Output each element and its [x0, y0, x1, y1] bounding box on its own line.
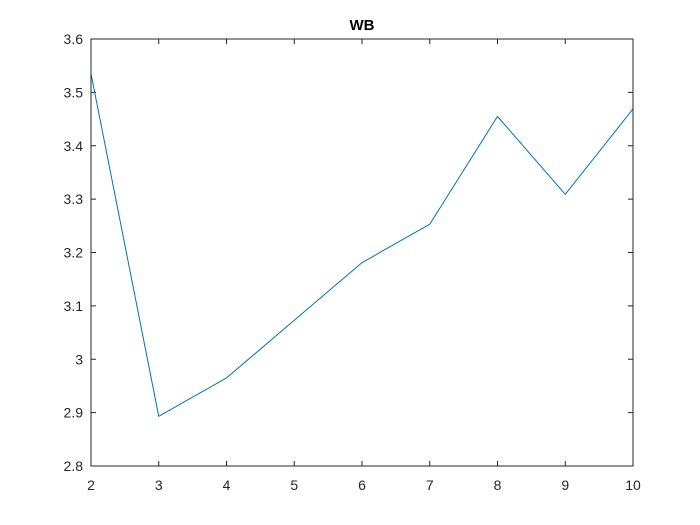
y-tick-labels: 2.8 2.9 3 3.1 3.2 3.3 3.4 3.5 3.6 — [64, 31, 84, 474]
series-layer — [90, 73, 634, 417]
x-tick-label: 4 — [223, 477, 231, 493]
y-tick-label: 3.2 — [64, 245, 84, 261]
y-tick-label: 3.5 — [64, 84, 84, 100]
x-tick-label: 10 — [625, 477, 641, 493]
chart-title: WB — [350, 17, 375, 34]
y-tick-label: 3.3 — [64, 191, 84, 207]
y-tick-label: 2.9 — [64, 405, 84, 421]
plot-area — [91, 39, 633, 466]
x-tick-label: 2 — [87, 477, 95, 493]
x-tick-labels: 2 3 4 5 6 7 8 9 10 — [87, 477, 641, 493]
y-tick-label: 3.4 — [64, 138, 84, 154]
y-tick-label: 3 — [75, 351, 83, 367]
x-tick-label: 7 — [426, 477, 434, 493]
x-tick-label: 6 — [358, 477, 366, 493]
x-tick-label: 3 — [155, 477, 163, 493]
axes-box — [90, 38, 634, 467]
series-line — [90, 73, 634, 417]
y-tick-label: 2.8 — [64, 458, 84, 474]
x-tick-label: 9 — [561, 477, 569, 493]
y-tick-label: 3.1 — [64, 298, 84, 314]
x-tick-label: 8 — [494, 477, 502, 493]
y-tick-label: 3.6 — [64, 31, 84, 47]
x-tick-label: 5 — [290, 477, 298, 493]
